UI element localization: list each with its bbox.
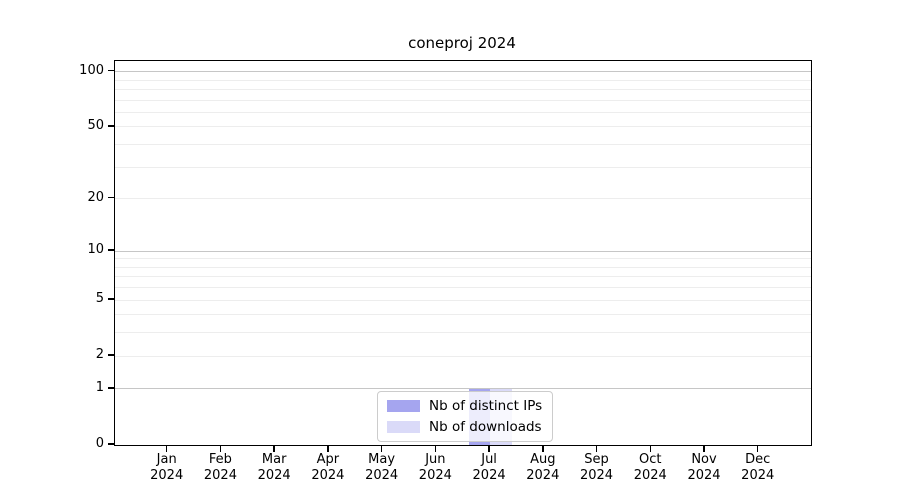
- x-axis-tick-label: Nov 2024: [687, 452, 721, 483]
- y-axis-tick-label: 5: [95, 291, 104, 307]
- gridline-minor: [115, 79, 811, 81]
- x-axis-tick: [756, 445, 759, 452]
- y-axis-tick: [108, 354, 114, 356]
- chart-title: coneproj 2024: [408, 34, 516, 52]
- gridline-minor: [115, 332, 811, 334]
- y-axis-tick-label: 0: [95, 436, 104, 451]
- x-axis-tick-label: Dec 2024: [741, 452, 775, 483]
- x-axis-tick-label: May 2024: [365, 452, 399, 483]
- legend-label-distinct-ips: Nb of distinct IPs: [429, 398, 543, 414]
- x-axis-tick: [273, 445, 275, 452]
- gridline-minor: [115, 276, 811, 278]
- x-axis-tick: [434, 445, 437, 452]
- gridline-minor: [115, 314, 811, 316]
- x-axis-tick: [595, 445, 598, 452]
- y-axis-tick-label: 1: [95, 379, 104, 395]
- gridline-major: [115, 250, 811, 252]
- x-axis-tick: [327, 445, 329, 452]
- gridline-minor: [115, 166, 811, 168]
- y-axis-tick-label: 50: [87, 117, 104, 133]
- y-axis-tick-label: 100: [79, 62, 104, 78]
- y-axis-tick: [108, 69, 114, 72]
- gridline-minor: [115, 198, 811, 200]
- x-axis-tick: [488, 445, 490, 452]
- plot-area: [114, 59, 812, 446]
- y-axis-tick: [108, 443, 114, 445]
- x-axis-tick: [380, 445, 383, 452]
- y-axis-tick: [108, 125, 114, 127]
- gridline-minor: [115, 258, 811, 260]
- x-axis-tick-label: Feb 2024: [203, 452, 237, 483]
- x-axis-tick-label: Sep 2024: [579, 452, 614, 483]
- legend-swatch-distinct-ips: [387, 400, 420, 412]
- x-axis-tick: [542, 445, 544, 452]
- y-axis-tick: [108, 196, 114, 199]
- y-axis-tick: [108, 387, 114, 389]
- x-axis-tick-label: Aug 2024: [526, 452, 560, 483]
- x-axis-tick: [165, 445, 168, 452]
- x-axis-tick-label: Jul 2024: [472, 452, 506, 483]
- legend: Nb of distinct IPs Nb of downloads: [377, 391, 554, 442]
- gridline-minor: [115, 299, 811, 301]
- y-axis-tick-label: 20: [87, 189, 104, 205]
- gridline-minor: [115, 126, 811, 128]
- x-axis-tick: [649, 445, 652, 452]
- x-axis-tick-label: Jun 2024: [418, 452, 452, 483]
- y-axis-tick-label: 10: [87, 242, 104, 258]
- x-axis-tick-label: Mar 2024: [257, 452, 291, 483]
- gridline-major: [115, 388, 811, 390]
- y-axis-tick: [108, 298, 114, 300]
- legend-item-distinct-ips: Nb of distinct IPs: [387, 397, 542, 415]
- legend-label-downloads: Nb of downloads: [429, 419, 542, 435]
- x-axis-tick-label: Oct 2024: [633, 452, 667, 483]
- legend-swatch-downloads: [387, 421, 420, 433]
- gridline-minor: [115, 89, 811, 91]
- gridline-minor: [115, 287, 811, 289]
- gridline-minor: [115, 355, 811, 357]
- x-axis-tick-label: Jan 2024: [150, 452, 184, 483]
- x-axis-tick: [703, 445, 705, 452]
- y-axis-tick: [108, 249, 114, 251]
- y-axis-tick-label: 2: [95, 347, 104, 363]
- legend-item-downloads: Nb of downloads: [387, 418, 542, 436]
- gridline-minor: [115, 144, 811, 146]
- x-axis-tick: [219, 445, 222, 452]
- gridline-minor: [115, 266, 811, 268]
- x-axis-tick-label: Apr 2024: [311, 452, 345, 483]
- gridline-minor: [115, 99, 811, 101]
- gridline-minor: [115, 111, 811, 113]
- gridline-major: [115, 71, 811, 73]
